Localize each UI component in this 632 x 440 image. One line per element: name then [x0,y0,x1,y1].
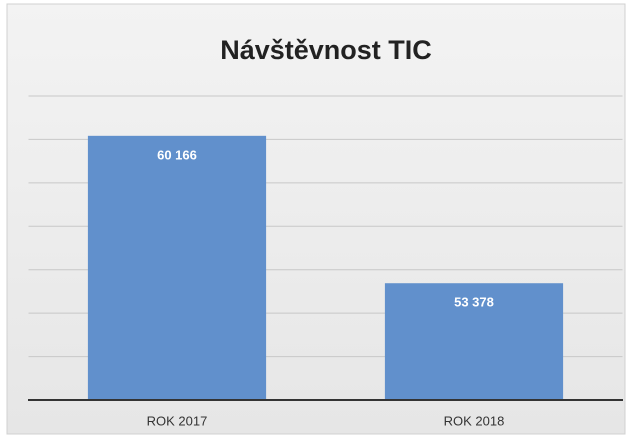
chart-title: Návštěvnost TIC [220,35,432,65]
bar [384,283,564,400]
data-label: 60 166 [157,147,197,162]
data-label: 53 378 [454,295,494,310]
bar [87,135,267,400]
x-tick-label: ROK 2017 [147,413,208,428]
x-tick-label: ROK 2018 [444,413,505,428]
